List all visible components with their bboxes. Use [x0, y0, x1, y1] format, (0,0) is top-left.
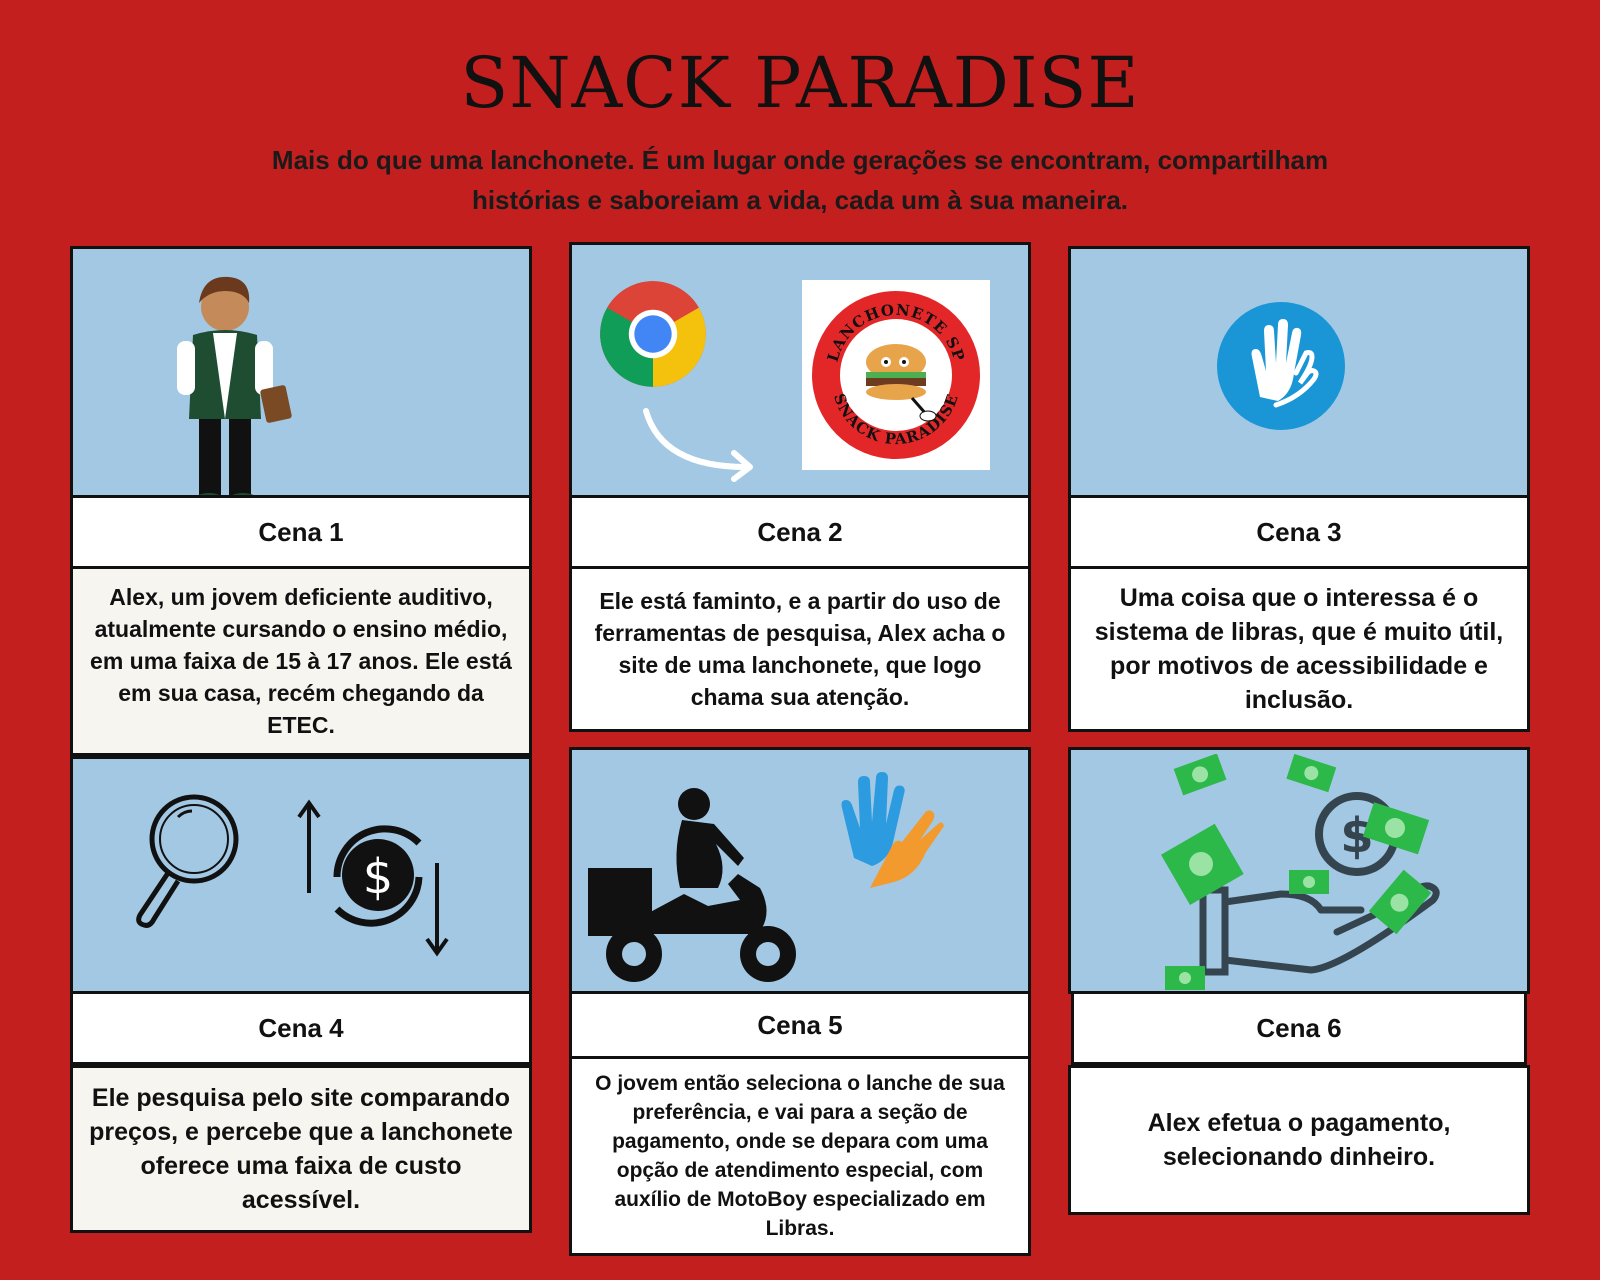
scene-1-text: Alex, um jovem deficiente auditivo, atua…	[70, 566, 532, 756]
scene-2-description: Ele está faminto, e a partir do uso de f…	[594, 588, 1006, 710]
scene-1-description: Alex, um jovem deficiente auditivo, atua…	[90, 584, 512, 738]
scene-4-text: Ele pesquisa pelo site comparando preços…	[70, 1065, 532, 1233]
page-title: SNACK PARADISE	[460, 42, 1140, 124]
scene-2-label: Cena 2	[569, 495, 1031, 569]
scene-5-description: O jovem então seleciona o lanche de sua …	[595, 1072, 1005, 1240]
banknote-icon	[1165, 966, 1205, 990]
banknote-icon	[1368, 869, 1432, 935]
magnifier-icon	[136, 794, 239, 928]
chrome-icon	[600, 281, 706, 387]
scene-5-text: O jovem então seleciona o lanche de sua …	[569, 1056, 1031, 1256]
libras-hands-icon	[1217, 302, 1345, 430]
scene-3-description: Uma coisa que o interessa é o sistema de…	[1094, 584, 1504, 714]
banknote-icon	[1161, 823, 1244, 905]
scene-5-image	[569, 747, 1031, 994]
banknote-icon	[1362, 802, 1430, 855]
banknote-icon	[1289, 870, 1329, 894]
page-subtitle: Mais do que uma lanchonete. É um lugar o…	[271, 145, 1329, 215]
banknote-icon	[1173, 754, 1227, 796]
motoboy-silhouette	[588, 788, 796, 982]
arrow-right-icon	[643, 408, 753, 482]
dollar-exchange-icon: $	[297, 799, 449, 957]
scene-4-image: $	[70, 756, 532, 994]
libras-hands-color-icon	[841, 772, 944, 888]
scene-3-text: Uma coisa que o interessa é o sistema de…	[1068, 566, 1530, 732]
scene-5-label: Cena 5	[569, 991, 1031, 1059]
snack-paradise-logo: LANCHONETE SP SNACK PARADISE	[802, 280, 990, 470]
scene-6-description: Alex efetua o pagamento, selecionando di…	[1147, 1109, 1451, 1171]
scene-6-text: Alex efetua o pagamento, selecionando di…	[1068, 1065, 1530, 1215]
svg-text:$: $	[363, 849, 394, 905]
scene-1-label: Cena 1	[70, 495, 532, 569]
scene-1-image	[70, 246, 532, 498]
scene-2-text: Ele está faminto, e a partir do uso de f…	[569, 566, 1031, 732]
scene-3-label: Cena 3	[1068, 495, 1530, 569]
scene-4-description: Ele pesquisa pelo site comparando preços…	[89, 1084, 513, 1214]
scene-6-image: $	[1068, 747, 1530, 994]
money-hand-icon: $	[1161, 754, 1440, 990]
scene-3-image	[1068, 246, 1530, 498]
scene-4-label: Cena 4	[70, 991, 532, 1065]
banknote-icon	[1286, 754, 1337, 793]
scene-2-image: LANCHONETE SP SNACK PARADISE	[569, 242, 1031, 498]
student-illustration	[177, 276, 292, 495]
scene-6-label: Cena 6	[1071, 991, 1527, 1065]
